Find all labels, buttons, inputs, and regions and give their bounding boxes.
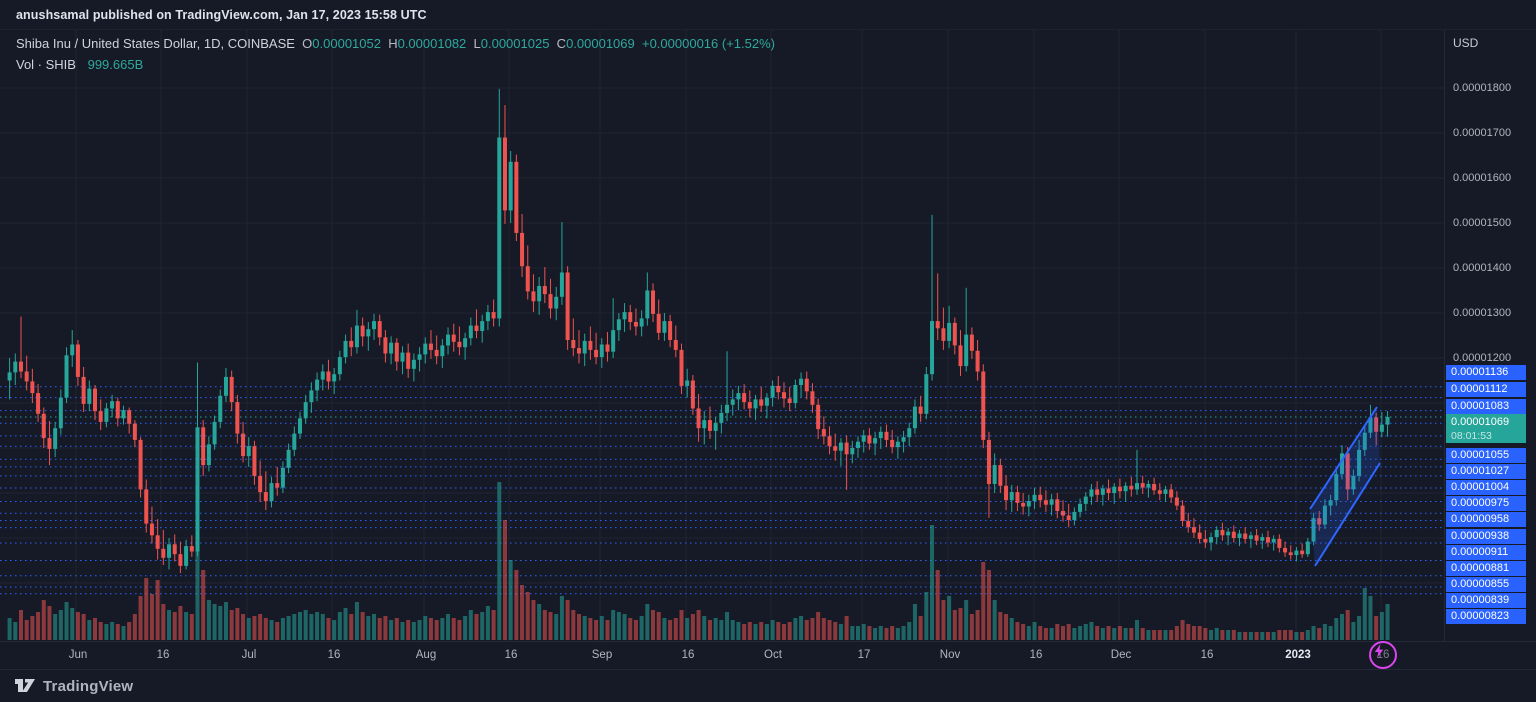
low-label: L [473,36,481,51]
symbol-title: Shiba Inu / United States Dollar, 1D, CO… [16,36,295,51]
lightning-icon [1374,644,1384,658]
price-level-badge: 0.00001112 [1446,382,1526,397]
price-level-badge: 0.00001136 [1446,365,1526,380]
high-label: H [388,36,398,51]
change-value: +0.00000016 (+1.52%) [641,36,775,51]
time-axis-tick: Nov [939,649,961,661]
time-axis[interactable]: Jun 16 Jul 16 Aug 16 Sep 16 Oct 17 Nov 16 Dec 16 2023 1… [0,641,1536,669]
time-axis-tick: Dec [1110,649,1132,661]
chart-pane[interactable]: Shiba Inu / United States Dollar, 1D, CO… [0,30,1444,669]
price-axis-label: 0.00001200 [1453,352,1512,364]
publish-info-text: anushsamal published on TradingView.com,… [16,7,427,22]
price-level-badge: 0.00000911 [1446,545,1526,560]
grid-lines [0,30,1444,641]
price-level-badge: 0.00000855 [1446,577,1526,592]
price-level-badge: 0.00001027 [1446,464,1526,479]
time-axis-tick: 16 [1029,649,1043,661]
price-level-badge: 0.00000839 [1446,593,1526,608]
time-axis-tick: Sep [591,649,613,661]
time-axis-tick: Aug [415,649,437,661]
price-axis-currency: USD [1453,36,1479,50]
tradingview-logo-icon [15,679,35,692]
current-price-value: 0.00001069 [1451,416,1510,428]
time-axis-tick: 16 [327,649,341,661]
price-axis-label: 0.00001600 [1453,172,1512,184]
time-axis-tick: Jul [241,649,257,661]
price-level-badge: 0.00000823 [1446,609,1526,624]
volume-label: Vol · SHIB [16,57,76,72]
volume-value: 999.665B [87,57,144,72]
flash-publish-button[interactable] [1369,641,1397,669]
price-axis-label: 0.00001700 [1453,127,1512,139]
price-axis-label: 0.00001500 [1453,217,1512,229]
bottom-toolbar: TradingView [0,669,1536,702]
time-axis-tick: Jun [68,649,88,661]
time-axis-tick: 16 [156,649,170,661]
volume-series [7,480,1390,640]
low-value: 0.00001025 [480,36,550,51]
time-axis-tick: 16 [504,649,518,661]
price-axis-label: 0.00001400 [1453,262,1512,274]
price-level-badge: 0.00000938 [1446,529,1526,544]
price-level-badge: 0.00001083 [1446,399,1526,414]
price-axis-label: 0.00001800 [1453,82,1512,94]
candle-countdown: 08:01:53 [1451,430,1492,442]
time-axis-tick: 16 [681,649,695,661]
open-value: 0.00001052 [312,36,381,51]
volume-row: Vol · SHIB 999.665B [16,57,775,72]
time-axis-tick: Oct [764,649,782,661]
price-level-badge: 0.00001004 [1446,480,1526,495]
time-axis-tick: 16 [1200,649,1214,661]
price-level-badge: 0.00001055 [1446,448,1526,463]
time-axis-tick: 2023 [1285,649,1311,661]
price-level-badge: 0.00000881 [1446,561,1526,576]
price-level-badge: 0.00000975 [1446,496,1526,511]
candlestick-chart[interactable] [0,30,1444,641]
tradingview-brand-text: TradingView [43,677,134,695]
parallel-channel-drawing[interactable] [1309,406,1381,567]
current-price-badge: 0.00001069 08:01:53 [1446,414,1526,443]
symbol-title-row: Shiba Inu / United States Dollar, 1D, CO… [16,36,775,51]
symbol-legend: Shiba Inu / United States Dollar, 1D, CO… [16,36,775,72]
tradingview-brand-link[interactable]: TradingView [14,677,133,695]
close-label: C [556,36,567,51]
price-axis[interactable]: USD 0.00001800 0.00001700 0.00001600 0.0000… [1444,30,1536,641]
price-level-lines [0,386,1444,595]
time-axis-tick: 17 [857,649,871,661]
price-axis-label: 0.00001300 [1453,307,1512,319]
open-label: O [302,36,313,51]
close-value: 0.00001069 [566,36,635,51]
publish-info-bar: anushsamal published on TradingView.com,… [0,0,1536,30]
high-value: 0.00001082 [397,36,467,51]
candles-series [7,88,1390,574]
price-level-badge: 0.00000958 [1446,512,1526,527]
